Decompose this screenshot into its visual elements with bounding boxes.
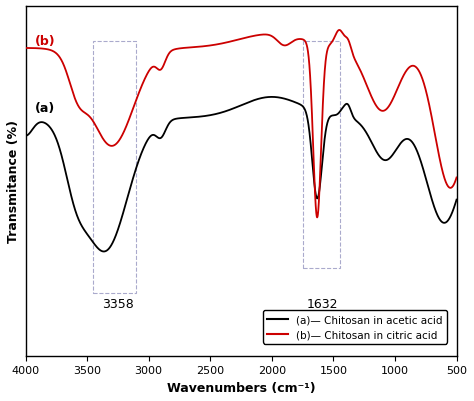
Bar [302, 42, 339, 269]
Text: 3358: 3358 [102, 297, 134, 310]
Y-axis label: Transmitance (%): Transmitance (%) [7, 120, 20, 243]
Text: (a): (a) [36, 101, 55, 115]
Legend: (a)— Chitosan in acetic acid, (b)— Chitosan in citric acid: (a)— Chitosan in acetic acid, (b)— Chito… [263, 310, 447, 344]
Text: 1632: 1632 [307, 297, 338, 310]
Text: (b): (b) [36, 35, 56, 48]
X-axis label: Wavenumbers (cm⁻¹): Wavenumbers (cm⁻¹) [167, 381, 315, 394]
Bar [93, 42, 137, 293]
